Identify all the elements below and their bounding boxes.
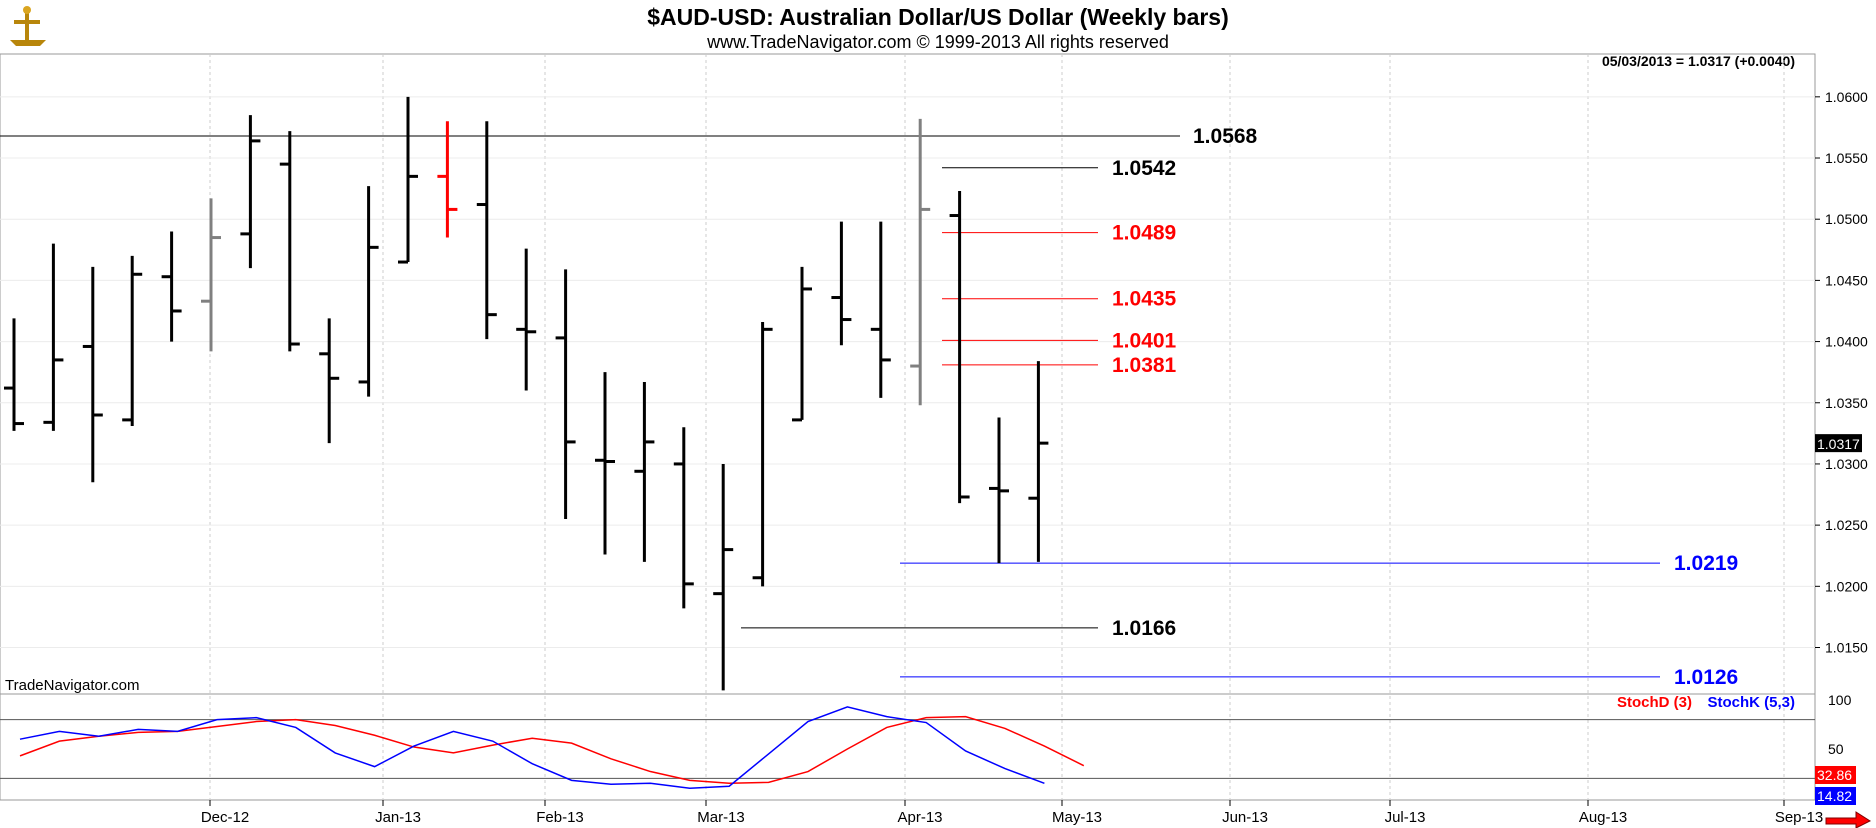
axis-tick-label: 1.0350 [1825, 395, 1868, 411]
scroll-right-arrow-icon[interactable] [1825, 811, 1872, 828]
ohlc-bar [240, 115, 261, 269]
date-tick-label: Aug-13 [1579, 809, 1627, 826]
ohlc-bar [122, 255, 143, 427]
ohlc-bar [398, 96, 418, 264]
axis-tick-label: 1.0450 [1825, 272, 1868, 288]
ohlc-bar [949, 191, 970, 504]
ohlc-bar [279, 131, 300, 352]
stoch-value-label: 32.86 [1817, 767, 1852, 783]
ohlc-bar [476, 121, 497, 340]
level-label: 1.0489 [1112, 222, 1176, 245]
ohlc-bar [870, 221, 891, 398]
logo-icon [4, 4, 50, 48]
chart-subtitle: www.TradeNavigator.com © 1999-2013 All r… [706, 32, 1169, 52]
date-tick-label: Feb-13 [536, 809, 584, 826]
stoch-axis-label: 50 [1828, 741, 1844, 757]
axis-tick-label: 1.0600 [1825, 89, 1868, 105]
ohlc-bar [713, 463, 734, 691]
axis-tick-label: 1.0200 [1825, 578, 1868, 594]
level-label: 1.0401 [1112, 329, 1177, 352]
ohlc-bar [673, 427, 694, 609]
chart-title: $AUD-USD: Australian Dollar/US Dollar (W… [647, 4, 1229, 30]
stoch-axis-label: 100 [1828, 692, 1852, 708]
level-label: 1.0381 [1112, 354, 1177, 377]
level-label: 1.0126 [1674, 666, 1738, 689]
ohlc-bar [792, 266, 812, 422]
stoch-value-badge [1815, 766, 1856, 784]
date-tick-label: Mar-13 [697, 809, 745, 826]
axis-tick-label: 1.0550 [1825, 150, 1868, 166]
ohlc-bar [516, 248, 537, 391]
price-axis: 1.0600 1.0550 1.0500 1.0450 1.0400 1.0350 1.03… [1815, 89, 1868, 655]
indicator-panel-frame [0, 693, 1816, 801]
axis-tick-label: 1.0250 [1825, 517, 1868, 533]
stoch-line [19, 715, 1085, 785]
level-label: 1.0435 [1112, 288, 1177, 311]
date-tick-label: Apr-13 [897, 809, 942, 826]
date-tick-label: Sep-13 [1775, 809, 1823, 826]
level-label: 1.0542 [1112, 157, 1176, 180]
watermark: TradeNavigator.com [5, 677, 140, 694]
axis-tick-label: 1.0300 [1825, 456, 1868, 472]
price-panel-frame [0, 53, 1816, 695]
ohlc-bar [201, 198, 221, 352]
axis-tick-label: 1.0150 [1825, 639, 1868, 655]
last-price-label: 1.0317 [1817, 436, 1860, 452]
ohlc-bar [555, 269, 576, 520]
ohlc-bar [4, 318, 24, 431]
level-label: 1.0568 [1193, 125, 1258, 148]
ohlc-bar [595, 372, 615, 555]
stochastic-panel: 100 50 32.86 14.82 StochD (3) StochK (5,3) [0, 692, 1856, 805]
ohlc-bar [989, 417, 1009, 564]
stoch-line [19, 706, 1045, 789]
ohlc-bar [752, 321, 773, 587]
ohlc-bar [831, 221, 852, 346]
level-label: 1.0219 [1674, 552, 1738, 575]
ohlc-bar [43, 243, 64, 431]
date-axis: Dec-12 Jan-13 Feb-13 Mar-13 Apr-13 May-13 Jun-… [201, 800, 1823, 826]
ohlc-bar [634, 381, 655, 562]
date-tick-label: Jul-13 [1385, 809, 1426, 826]
ohlc-bar [319, 318, 340, 444]
last-price-badge [1815, 434, 1862, 453]
date-tick-label: May-13 [1052, 809, 1102, 826]
legend-stoch-d: StochD (3) [1617, 694, 1692, 711]
ohlc-bar [161, 231, 182, 342]
date-tick-label: Dec-12 [201, 809, 249, 826]
price-bars [4, 96, 1049, 691]
ohlc-bar [1028, 361, 1049, 562]
axis-tick-label: 1.0400 [1825, 334, 1868, 350]
last-quote-label: 05/03/2013 = 1.0317 (+0.0040) [1602, 53, 1795, 69]
stoch-value-badge [1815, 787, 1856, 805]
grid [0, 54, 1815, 800]
ohlc-bar [358, 186, 379, 397]
ohlc-bar [910, 118, 931, 406]
ohlc-bar [437, 121, 458, 238]
legend-stoch-k: StochK (5,3) [1707, 694, 1795, 711]
axis-tick-label: 1.0500 [1825, 211, 1868, 227]
date-tick-label: Jun-13 [1222, 809, 1268, 826]
level-label: 1.0166 [1112, 617, 1176, 640]
stoch-value-label: 14.82 [1817, 788, 1852, 804]
ohlc-bar [82, 266, 103, 483]
date-tick-label: Jan-13 [375, 809, 421, 826]
